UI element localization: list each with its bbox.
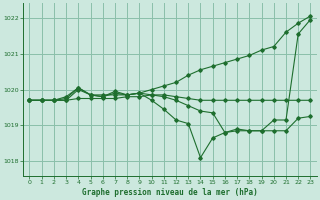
X-axis label: Graphe pression niveau de la mer (hPa): Graphe pression niveau de la mer (hPa) (82, 188, 258, 197)
